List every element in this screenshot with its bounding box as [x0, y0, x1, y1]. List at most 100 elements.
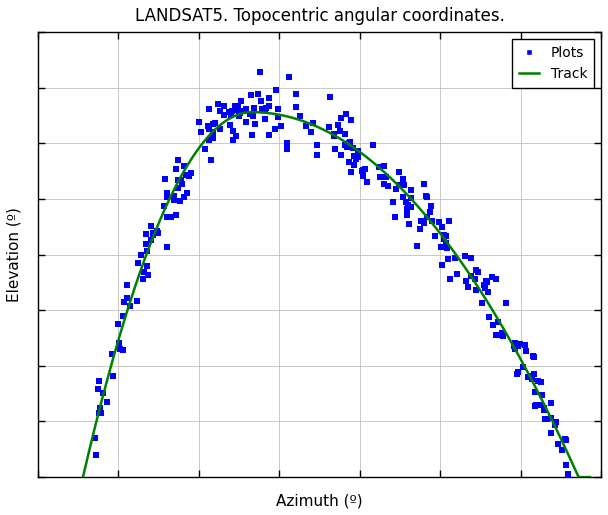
- Point: [547, 414, 556, 422]
- Point: [379, 179, 389, 187]
- Point: [542, 415, 551, 423]
- Point: [466, 271, 475, 280]
- Point: [562, 473, 572, 481]
- Point: [241, 105, 250, 113]
- Point: [514, 340, 524, 348]
- Point: [147, 236, 156, 244]
- Point: [102, 398, 112, 406]
- Point: [302, 122, 311, 130]
- Point: [491, 274, 501, 283]
- Point: [139, 268, 148, 276]
- Point: [241, 117, 250, 126]
- Point: [404, 201, 413, 209]
- Point: [533, 377, 543, 385]
- Point: [348, 144, 358, 152]
- Point: [419, 180, 429, 188]
- Point: [248, 112, 258, 121]
- Point: [561, 435, 570, 443]
- Point: [219, 110, 229, 118]
- Point: [344, 139, 354, 147]
- Point: [108, 350, 117, 358]
- Point: [162, 189, 171, 197]
- Point: [152, 227, 162, 235]
- Point: [353, 153, 362, 161]
- Point: [146, 221, 156, 230]
- Point: [531, 401, 541, 409]
- Point: [514, 368, 523, 376]
- Point: [204, 105, 213, 113]
- Point: [295, 112, 305, 121]
- Point: [153, 229, 163, 237]
- Point: [398, 193, 408, 201]
- Point: [358, 172, 368, 180]
- Point: [282, 139, 291, 147]
- Point: [434, 217, 443, 226]
- Point: [273, 105, 283, 113]
- Point: [108, 371, 117, 380]
- Point: [359, 166, 368, 174]
- Point: [227, 127, 237, 135]
- Point: [466, 254, 475, 263]
- Point: [204, 136, 214, 144]
- Point: [493, 317, 503, 325]
- Point: [497, 332, 507, 340]
- Point: [477, 299, 486, 307]
- Point: [443, 255, 452, 264]
- Point: [561, 436, 570, 444]
- Point: [422, 213, 432, 221]
- Point: [422, 193, 432, 201]
- Point: [306, 128, 316, 136]
- Point: [340, 129, 350, 138]
- Point: [271, 86, 280, 94]
- Point: [235, 109, 244, 117]
- Point: [493, 331, 503, 339]
- Point: [231, 131, 241, 140]
- Point: [349, 161, 359, 169]
- Point: [312, 141, 322, 149]
- Point: [390, 213, 400, 221]
- Point: [260, 106, 270, 114]
- Point: [173, 183, 183, 192]
- Point: [546, 428, 556, 437]
- Point: [162, 213, 172, 221]
- Point: [527, 375, 537, 383]
- Point: [440, 231, 449, 239]
- Point: [404, 220, 413, 228]
- Point: [115, 345, 125, 353]
- Point: [247, 131, 257, 140]
- Point: [240, 107, 249, 115]
- Point: [174, 176, 184, 184]
- Point: [530, 353, 539, 362]
- Point: [406, 185, 416, 194]
- Point: [137, 250, 147, 259]
- Point: [426, 208, 435, 216]
- Point: [351, 155, 361, 163]
- Point: [438, 261, 447, 269]
- Point: [539, 403, 549, 411]
- Point: [90, 434, 100, 442]
- Point: [402, 211, 412, 219]
- Point: [148, 229, 158, 237]
- Point: [132, 297, 142, 305]
- Point: [394, 181, 404, 189]
- Point: [98, 388, 108, 397]
- Point: [196, 128, 206, 136]
- Point: [340, 141, 350, 149]
- Point: [482, 279, 492, 287]
- Point: [162, 193, 171, 201]
- Point: [460, 252, 469, 260]
- Point: [510, 345, 519, 353]
- Point: [540, 415, 550, 423]
- Point: [481, 277, 491, 285]
- Point: [253, 90, 263, 98]
- Point: [202, 122, 212, 130]
- Point: [119, 298, 129, 306]
- Point: [224, 108, 234, 116]
- Point: [441, 238, 451, 247]
- Point: [436, 243, 446, 251]
- Point: [177, 180, 187, 188]
- Point: [235, 112, 244, 120]
- Point: [123, 294, 133, 302]
- Point: [518, 363, 528, 371]
- Point: [497, 329, 506, 337]
